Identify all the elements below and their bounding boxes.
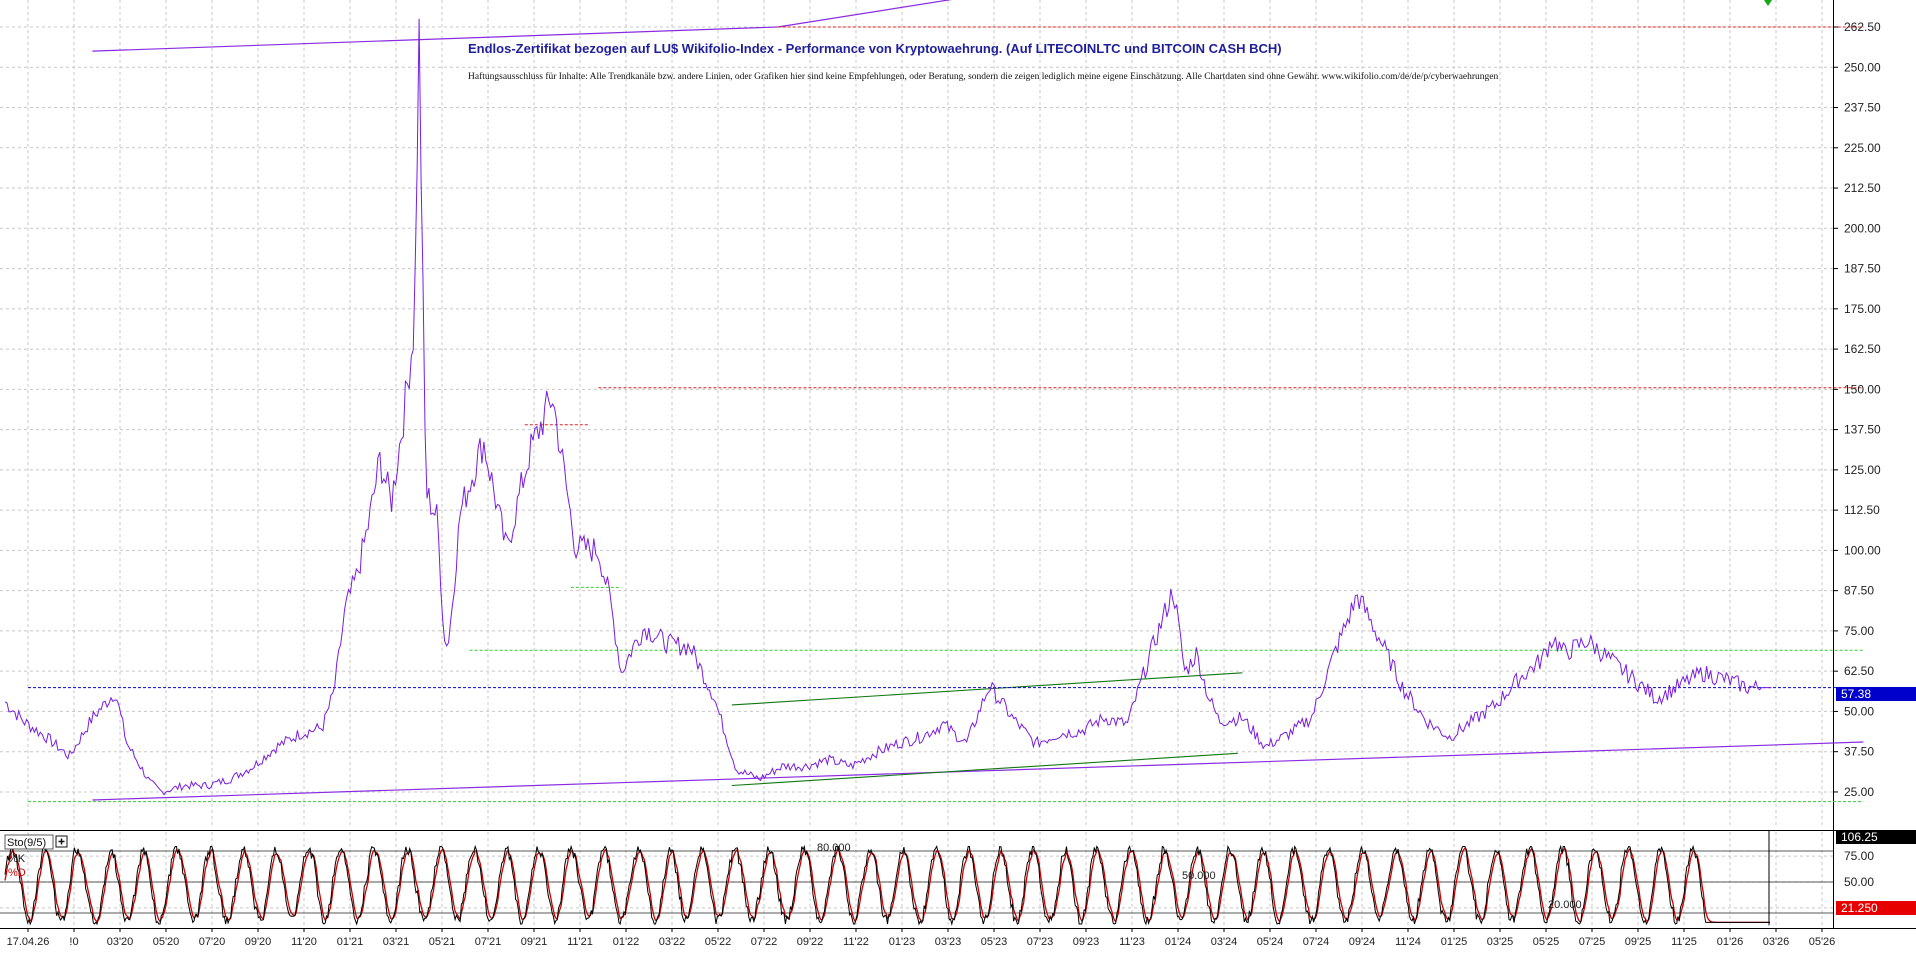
x-tick-label: 01'24 (1165, 936, 1192, 948)
scroll-marker-icon (1764, 0, 1772, 6)
x-tick-label: 07'24 (1303, 936, 1330, 948)
x-tick-label: 07'23 (1027, 936, 1054, 948)
x-tick-label: 11'24 (1395, 936, 1421, 948)
y-tick-label: 100.00 (1844, 543, 1881, 557)
stoch-k-value: 106.25 (1841, 830, 1878, 844)
x-tick-label: 11'20 (291, 936, 317, 948)
x-tick-label: 01'22 (613, 936, 640, 948)
indicator-plus-icon (58, 838, 65, 845)
ind-y-tick-label: 50.00 (1844, 875, 1874, 889)
x-tick-label: 01'26 (1717, 936, 1744, 948)
x-tick-label: 05'26 (1809, 936, 1836, 948)
x-tick-label: 11'25 (1671, 936, 1697, 948)
x-tick-label: 01'25 (1441, 936, 1468, 948)
x-tick-label: 05'22 (705, 936, 732, 948)
x-tick-label: 01'23 (889, 936, 916, 948)
y-tick-label: 212.50 (1844, 181, 1881, 195)
y-tick-label: 150.00 (1844, 382, 1881, 396)
wedge-upper-line (731, 672, 1243, 706)
x-tick-label: 09'20 (245, 936, 272, 948)
y-tick-label: 200.00 (1844, 221, 1881, 235)
x-tick-label: 17.04.26 (7, 936, 50, 948)
x-tick-label: 05'25 (1533, 936, 1560, 948)
stoch-d-line (4, 847, 1770, 924)
y-axis: 262.50 250.00 237.50 225.00 212.50 200.00 187.… (1833, 20, 1881, 915)
y-tick-label: 262.50 (1844, 20, 1881, 34)
stoch-k-badge (1836, 830, 1916, 844)
stoch-level-50: 50.000 (1182, 870, 1216, 882)
x-tick-label: !0 (69, 936, 78, 948)
x-tick-label: 07'20 (199, 936, 226, 948)
y-tick-label: 137.50 (1844, 423, 1881, 437)
x-tick-label: 03'23 (935, 936, 962, 948)
last-price-label: 57.38 (1841, 687, 1871, 701)
x-tick-label: 03'24 (1211, 936, 1238, 948)
indicator-name: Sto(9/5) (7, 837, 46, 849)
y-tick-label: 162.50 (1844, 342, 1881, 356)
chart-title: Endlos-Zertifikat bezogen auf LU$ Wikifo… (468, 41, 1282, 56)
x-tick-label: 07'22 (751, 936, 778, 948)
indicator-layer (4, 831, 1770, 926)
x-tick-label: 05'23 (981, 936, 1008, 948)
stoch-level-20: 20.000 (1548, 899, 1582, 911)
x-tick-label: 05'21 (429, 936, 456, 948)
x-tick-label: 11'22 (843, 936, 869, 948)
y-tick-label: 87.50 (1844, 584, 1874, 598)
x-tick-label: 09'21 (521, 936, 548, 948)
last-price-badge (1836, 687, 1916, 701)
y-tick-label: 37.50 (1844, 745, 1874, 759)
stoch-d-badge (1836, 901, 1916, 915)
upper-channel-line (92, 26, 778, 52)
indicator-name-box[interactable] (4, 834, 54, 850)
price-series-line (4, 18, 1772, 796)
y-tick-label: 75.00 (1844, 624, 1874, 638)
y-tick-label: 125.00 (1844, 463, 1881, 477)
x-tick-label: 09'24 (1349, 936, 1376, 948)
x-tick-label: 05'24 (1257, 936, 1284, 948)
x-tick-label: 05'20 (153, 936, 180, 948)
stoch-k-line (4, 844, 1770, 926)
upper-channel-line-ext (777, 0, 953, 28)
x-tick-label: 01'21 (337, 936, 364, 948)
y-tick-label: 175.00 (1844, 302, 1881, 316)
x-tick-label: 03'22 (659, 936, 686, 948)
lower-channel-line (92, 741, 1864, 801)
y-tick-label: 112.50 (1844, 503, 1880, 517)
series-layer (4, 18, 1772, 796)
x-tick-label: 03'26 (1763, 936, 1790, 948)
x-tick-label: 11'21 (567, 936, 593, 948)
x-tick-label: 09'22 (797, 936, 824, 948)
x-tick-label: 09'25 (1625, 936, 1652, 948)
y-tick-label: 225.00 (1844, 141, 1881, 155)
x-tick-label: 07'21 (475, 936, 502, 948)
y-tick-label: 250.00 (1844, 60, 1881, 74)
x-axis: 17.04.26 !0 03'20 05'20 07'20 09'20 11'20 01'21… (7, 928, 1836, 948)
indicator-k-label: %K (8, 853, 26, 865)
x-tick-label: 09'23 (1073, 936, 1100, 948)
x-tick-label: 03'20 (107, 936, 134, 948)
y-tick-label: 25.00 (1844, 785, 1874, 799)
x-tick-label: 03'25 (1487, 936, 1514, 948)
y-tick-label: 187.50 (1844, 262, 1881, 276)
y-tick-label: 62.50 (1844, 664, 1874, 678)
trend-lines (28, 0, 1864, 803)
indicator-d-label: %D (8, 867, 26, 879)
x-tick-label: 03'21 (383, 936, 410, 948)
y-tick-label: 50.00 (1844, 704, 1874, 718)
x-tick-label: 07'25 (1579, 936, 1606, 948)
chart-disclaimer: Haftungsausschluss für Inhalte: Alle Tre… (468, 71, 1499, 82)
stoch-level-80: 80.000 (817, 842, 851, 854)
ind-y-tick-label: 75.00 (1844, 849, 1874, 863)
x-tick-label: 11'23 (1119, 936, 1145, 948)
y-tick-label: 237.50 (1844, 101, 1881, 115)
stoch-d-value: 21.250 (1841, 901, 1878, 915)
wedge-lower-line (731, 752, 1238, 787)
